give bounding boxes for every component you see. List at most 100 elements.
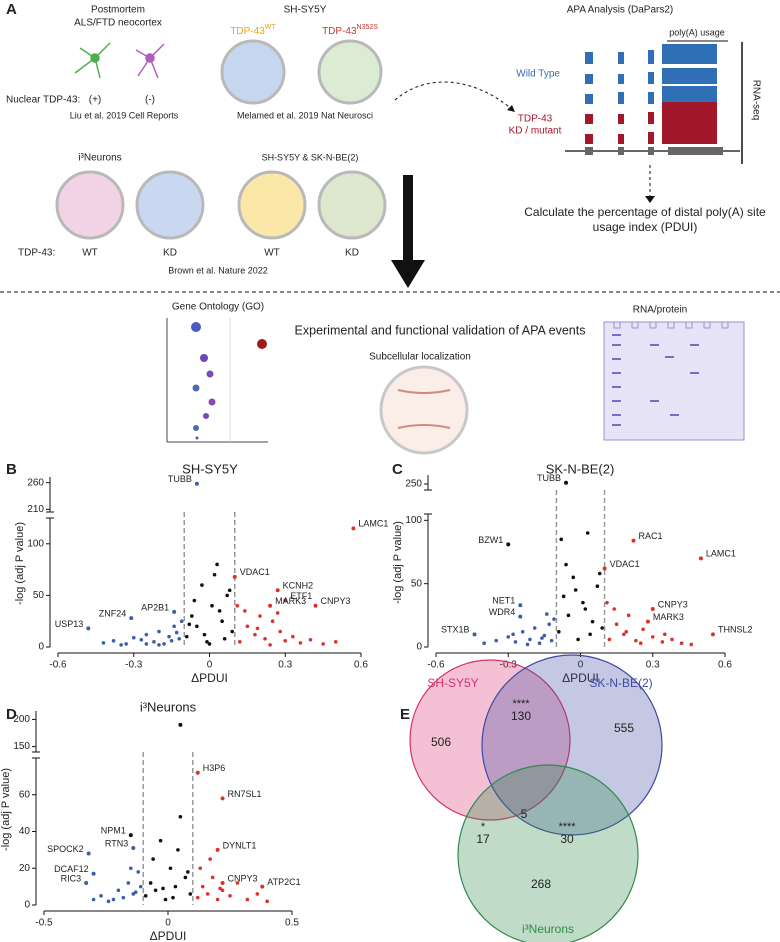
chart-title: i³Neurons [140,699,197,714]
neuron-icon [135,43,165,79]
point [333,640,338,644]
point [518,614,523,619]
gene-label: KCNH2 [283,581,314,591]
point [631,538,636,543]
point [183,875,188,880]
y-tick-label: 0 [24,900,30,911]
point [506,635,511,639]
point [576,637,580,642]
point [600,626,604,630]
gene-label: STX1B [441,625,470,635]
y-tick-label: 150 [13,741,30,752]
point [542,633,547,638]
point [178,815,183,819]
point [581,600,585,605]
point [210,875,215,880]
y-tick-label: 20 [19,863,31,874]
region-count: 268 [531,877,551,891]
point [173,884,178,889]
point [153,888,158,893]
chart-title: SK-N-BE(2) [546,461,615,476]
y-tick-label: 60 [19,789,31,800]
label: Subcellular localization [369,352,471,363]
point [520,630,525,634]
point [270,619,275,623]
arrowhead [645,196,655,203]
gene-label: THNSL2 [718,625,753,635]
neuron-icon [397,389,451,429]
point [126,881,131,885]
x-tick-label: 0 [165,918,171,929]
dish [135,170,205,240]
point [220,880,225,885]
point [624,630,629,634]
point [268,603,273,608]
superscript: N352S [357,24,379,31]
y-tick-label: 250 [405,479,422,490]
region-count: 130 [511,709,531,723]
x-tick-label: 0.6 [354,660,368,671]
label: WT [264,248,280,259]
reference: Liu et al. 2019 Cell Reports [70,110,179,120]
point [186,870,190,874]
point [265,899,270,904]
point [210,603,214,608]
point [176,848,180,852]
point [228,894,232,898]
gene-label: RAC1 [638,531,662,541]
point [528,637,532,642]
point [198,866,203,871]
x-axis-label: ΔPDUI [191,671,228,685]
y-axis-label: -log (adj P value) [14,522,26,605]
y-tick-label: 0 [416,642,422,653]
label: (+) [89,95,102,106]
label: TDP-43: [18,248,55,259]
point [605,600,609,605]
point [298,641,303,645]
point [230,629,235,634]
point [190,614,194,618]
label: KD / mutant [509,126,562,137]
gene-label: TUBB [537,473,561,483]
gene-label: DCAF12 [54,864,89,874]
point [660,640,665,644]
point [86,626,91,631]
gene-label: RN7SL1 [228,789,262,799]
point [168,866,173,871]
label: (-) [145,95,155,106]
point [662,632,667,637]
point [220,888,225,893]
point [177,636,181,641]
go-plot [166,318,268,443]
point [283,598,288,603]
point [472,632,477,637]
point [124,642,128,646]
point [291,634,295,639]
point [205,640,209,644]
point [564,480,569,485]
point [131,635,136,640]
venn-diagram: ESH-SY5Y SK-N-BE(2)i³Neurons506555268130*… [400,654,663,942]
gene-label: ATP2C1 [267,877,300,887]
point [263,636,267,641]
point [595,584,600,588]
x-tick-label: -0.5 [35,918,53,929]
point [172,624,176,629]
point [133,890,138,894]
point [217,609,222,613]
x-tick-label: 0 [578,660,584,671]
point [171,895,175,900]
point [612,607,617,611]
point [138,884,143,889]
point [111,897,116,902]
label: usage index (PDUI) [593,220,698,234]
gene-label: RTN3 [105,838,128,848]
point [143,894,148,898]
point [172,609,177,614]
arrow [394,81,516,113]
reference: Brown et al. Nature 2022 [168,265,268,275]
coverage-tracks [565,42,743,164]
x-tick-label: 0 [207,660,213,671]
panel-a: A Postmortem ALS/FTD neocortex Nuclear T… [0,1,780,455]
point [179,619,184,623]
